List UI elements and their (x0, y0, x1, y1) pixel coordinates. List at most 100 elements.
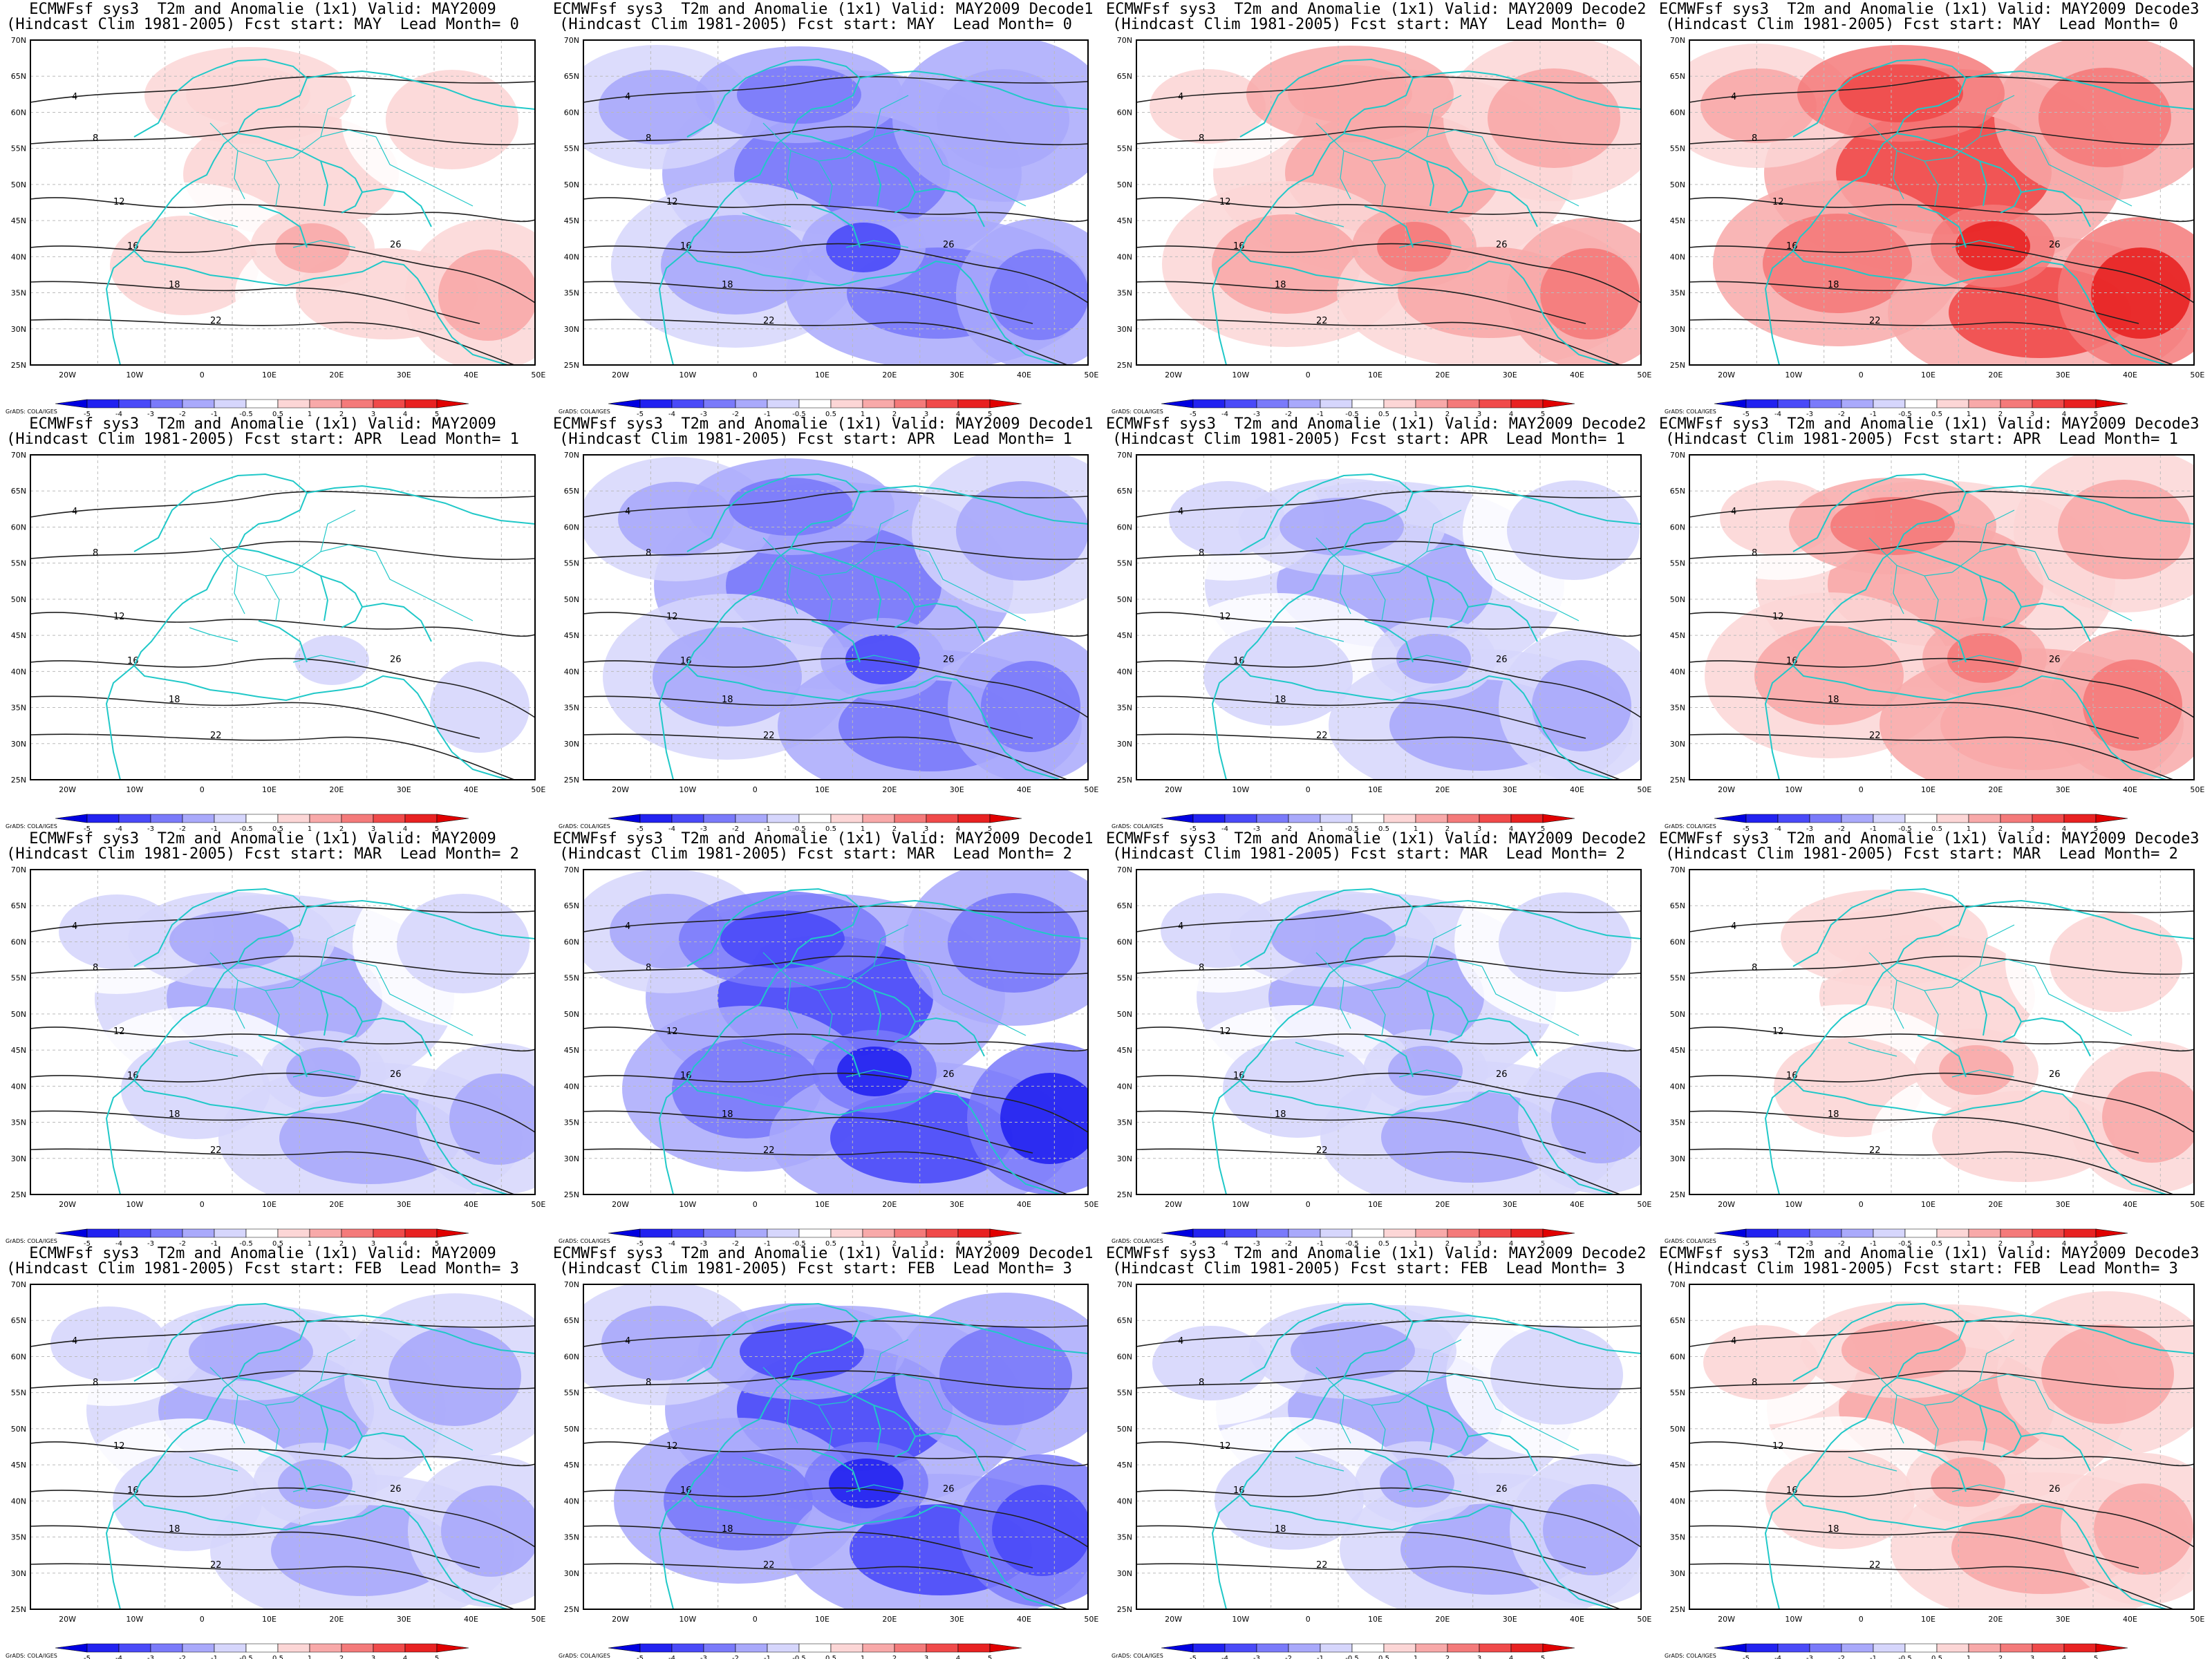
lat-tick-label: 70N (1670, 1280, 1685, 1289)
contour-label: 4 (1178, 1336, 1183, 1347)
colorbar-swatch (735, 1228, 768, 1238)
anomaly-core (601, 1306, 718, 1380)
coastline (658, 888, 1089, 1195)
contour-label: 4 (625, 921, 630, 932)
colorbar-tick-label: -4 (1774, 411, 1781, 418)
colorbar-swatch (2095, 399, 2128, 409)
forecast-panel: ECMWFsf sys3 T2m and Anomalie (1x1) Vali… (553, 415, 1106, 834)
temperature-contour (30, 1320, 536, 1347)
colorbar-swatch (214, 1228, 247, 1238)
contour-label: 12 (1219, 612, 1231, 622)
contour-label: 22 (1316, 316, 1328, 326)
colorbar-swatch (1351, 814, 1385, 823)
temperature-contour (30, 1072, 536, 1133)
colorbar-swatch (989, 814, 1022, 823)
colorbar-tick-label: 4 (403, 825, 407, 833)
colorbar-tick-label: 4 (956, 825, 960, 833)
colorbar-tick-label: -2 (179, 825, 186, 833)
coastline (105, 888, 536, 1195)
colorbar-swatch (1479, 399, 1512, 409)
panel-subtitle: (Hindcast Clim 1981-2005) Fcst start: MA… (6, 845, 519, 863)
lon-tick-label: 40E (1017, 785, 1031, 794)
colorbar-tick-label: -2 (1285, 411, 1292, 418)
lat-tick-label: 65N (564, 1316, 579, 1325)
colorbar-swatch (1224, 399, 1257, 409)
lon-tick-label: 20E (1988, 371, 2003, 379)
contour-label: 18 (1828, 695, 1839, 705)
temperature-contour (1689, 955, 2195, 975)
anomaly-core (2058, 480, 2191, 579)
lat-tick-label: 55N (11, 974, 26, 983)
map-frame (30, 454, 536, 780)
grads-credit: GrADS: COLA/IGES (6, 409, 57, 415)
anomaly-field (30, 40, 535, 365)
colorbar-tick-label: 0.5 (1931, 1655, 1942, 1659)
colorbar-tick-label: 5 (988, 1655, 992, 1659)
anomaly-core (1499, 892, 1631, 992)
colorbar-swatch (767, 1228, 800, 1238)
contour-label: 22 (763, 1145, 775, 1156)
colorbar-tick-label: -3 (147, 1655, 154, 1659)
anomaly-core (275, 223, 350, 273)
anomaly-core (449, 1074, 535, 1165)
contour-label: 8 (93, 548, 98, 559)
lat-tick-label: 50N (11, 1425, 26, 1434)
lon-tick-label: 40E (464, 785, 478, 794)
lon-tick-label: 10E (1921, 785, 1936, 794)
colorbar-tick-label: -5 (637, 411, 644, 418)
colorbar-swatch (862, 814, 895, 823)
colorbar-tick-label: 0.5 (272, 1240, 283, 1248)
map-frame (1136, 454, 1642, 780)
colorbar-tick-label: 5 (1541, 1655, 1545, 1659)
colorbar-tick-label: 1 (308, 1240, 312, 1248)
temperature-contour (583, 243, 1089, 303)
anomaly-core (1700, 68, 1817, 143)
colorbar-tick-label: -4 (1774, 825, 1781, 833)
colorbar-swatch (404, 814, 438, 823)
lon-tick-label: 10W (1232, 371, 1249, 379)
contour-label: 8 (1199, 963, 1204, 973)
lat-tick-label: 25N (1670, 1190, 1685, 1199)
colorbar-swatch (1320, 814, 1353, 823)
lat-tick-label: 65N (11, 1316, 26, 1325)
contour-label: 8 (93, 133, 98, 144)
colorbar-tick-label: 1 (1414, 1655, 1418, 1659)
temperature-contour (1689, 541, 2195, 561)
colorbar-tick-label: 2 (1998, 1655, 2003, 1659)
anomaly-core (845, 635, 920, 684)
temperature-contour (1689, 319, 2174, 366)
lon-tick-label: 30E (2056, 1615, 2070, 1624)
anomaly-core (661, 215, 810, 315)
lat-tick-label: 35N (1670, 1118, 1685, 1127)
map-frame (1136, 869, 1642, 1195)
colorbar-tick-label: -0.5 (1898, 825, 1912, 833)
lat-tick-label: 60N (564, 108, 579, 117)
colorbar-swatch (118, 814, 151, 823)
lon-tick-label: 50E (531, 1615, 545, 1624)
anomaly-core (1291, 1322, 1415, 1380)
lat-tick-label: 35N (1670, 704, 1685, 713)
country-borders (742, 95, 1027, 248)
contour-label: 26 (1496, 655, 1508, 665)
lon-tick-label: 0 (1859, 1200, 1864, 1209)
anomaly-core (1947, 633, 2022, 683)
lat-tick-label: 60N (1670, 937, 1685, 946)
lat-tick-label: 45N (1117, 1046, 1132, 1055)
grads-credit: GrADS: COLA/IGES (1112, 409, 1163, 415)
colorbar-tick-label: -1 (211, 1655, 218, 1659)
colorbar-swatch (1447, 1228, 1480, 1238)
colorbar-swatch (436, 814, 469, 823)
anomaly-core (1956, 221, 2030, 271)
colorbar-swatch (1192, 1643, 1226, 1653)
forecast-panel: ECMWFsf sys3 T2m and Anomalie (1x1) Vali… (0, 415, 553, 834)
contour-label: 22 (1316, 731, 1328, 741)
lat-tick-label: 35N (1117, 1533, 1132, 1542)
lat-tick-label: 25N (1117, 1605, 1132, 1614)
temperature-contour (30, 955, 536, 975)
grads-credit: GrADS: COLA/IGES (559, 409, 610, 415)
colorbar-swatch (373, 1228, 406, 1238)
lat-tick-label: 25N (11, 361, 26, 370)
temperature-contour (1689, 906, 2195, 932)
lat-tick-label: 55N (1670, 974, 1685, 983)
anomaly-core (1939, 1045, 2014, 1095)
